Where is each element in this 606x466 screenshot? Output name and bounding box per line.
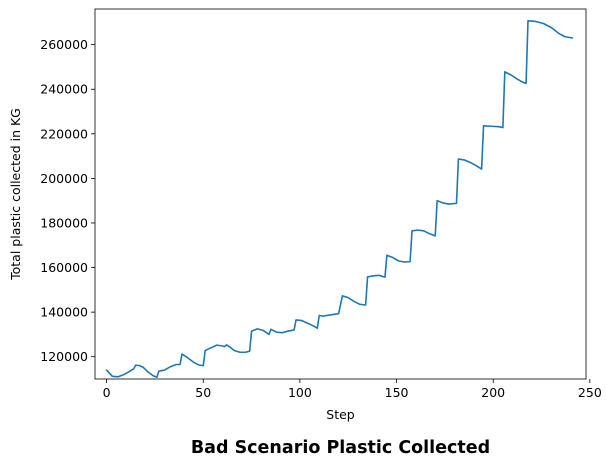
plot-area: [105, 20, 574, 379]
x-axis-label: Step: [326, 407, 355, 422]
x-tick-label: 50: [195, 385, 211, 400]
y-axis-label: Total plastic collected in KG: [8, 108, 23, 281]
series-line-plastic-collected: [105, 20, 574, 379]
y-tick-label: 260000: [40, 37, 88, 52]
x-tick-label: 150: [385, 385, 409, 400]
y-tick-label: 160000: [40, 260, 88, 275]
axes-frame: [94, 8, 587, 380]
y-axis-ticks: 120000 140000 160000 180000 200000 220000 2400…: [40, 37, 95, 364]
x-axis-ticks: 0 50 100 150 200 250: [103, 379, 602, 400]
x-tick-label: 200: [481, 385, 505, 400]
y-tick-label: 200000: [40, 171, 88, 186]
y-tick-label: 240000: [40, 82, 88, 97]
y-tick-label: 220000: [40, 126, 88, 141]
y-tick-label: 180000: [40, 215, 88, 230]
chart-title: Bad Scenario Plastic Collected: [191, 438, 490, 458]
y-tick-label: 140000: [40, 305, 88, 320]
x-tick-label: 0: [103, 385, 111, 400]
y-tick-label: 120000: [40, 349, 88, 364]
x-tick-label: 250: [578, 385, 602, 400]
x-tick-label: 100: [288, 385, 312, 400]
